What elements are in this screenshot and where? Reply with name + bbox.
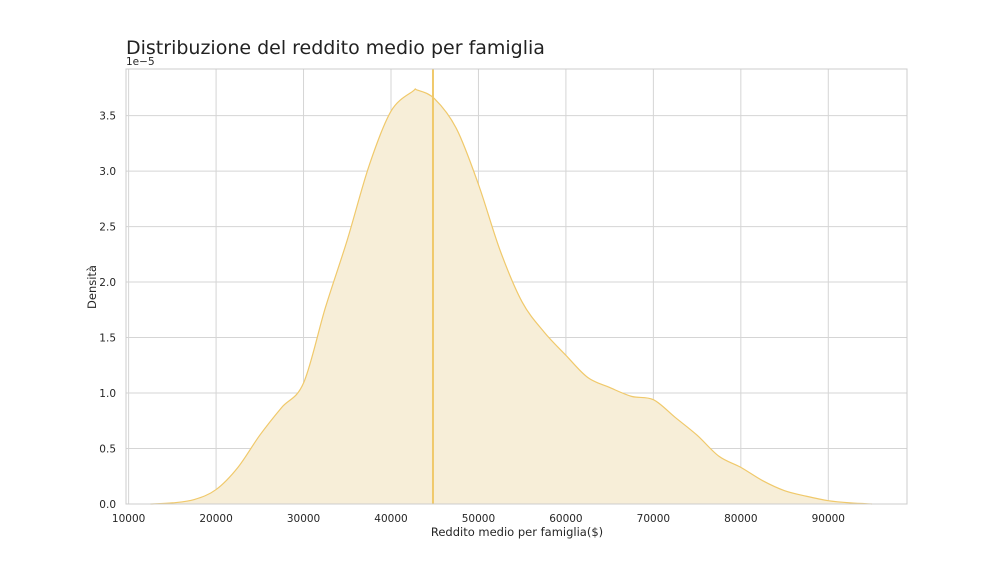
x-tick-label: 40000 xyxy=(374,513,407,525)
y-tick-label: 0.5 xyxy=(99,444,116,456)
x-tick-label: 50000 xyxy=(462,513,495,525)
plot-frame xyxy=(125,68,908,505)
y-tick-label: 3.0 xyxy=(99,166,116,178)
x-tick-label: 60000 xyxy=(549,513,582,525)
x-tick-label: 90000 xyxy=(812,513,845,525)
x-tick-label: 70000 xyxy=(637,513,670,525)
y-tick-label: 1.0 xyxy=(99,388,116,400)
x-tick-label: 20000 xyxy=(199,513,232,525)
chart-title: Distribuzione del reddito medio per fami… xyxy=(126,37,545,59)
density-line xyxy=(150,88,873,505)
density-area xyxy=(150,88,873,505)
y-tick-label: 2.5 xyxy=(99,222,116,234)
y-tick-label: 1.5 xyxy=(99,333,116,345)
y-axis-label: Densità xyxy=(85,265,99,309)
x-tick-label: 30000 xyxy=(287,513,320,525)
x-axis-label: Reddito medio per famiglia($) xyxy=(431,525,603,539)
y-axis-ticks: 0.0 0.5 1.0 1.5 2.0 2.5 3.0 3.5 xyxy=(99,111,116,511)
y-tick-label: 0.0 xyxy=(99,499,116,511)
y-axis-offset-label: 1e−5 xyxy=(126,56,155,68)
x-tick-label: 80000 xyxy=(724,513,757,525)
y-tick-label: 3.5 xyxy=(99,111,116,123)
y-tick-label: 2.0 xyxy=(99,277,116,289)
x-axis-ticks: 10000 20000 30000 40000 50000 60000 70000 80000… xyxy=(112,513,845,525)
x-tick-label: 10000 xyxy=(112,513,145,525)
plot-area xyxy=(150,69,873,505)
